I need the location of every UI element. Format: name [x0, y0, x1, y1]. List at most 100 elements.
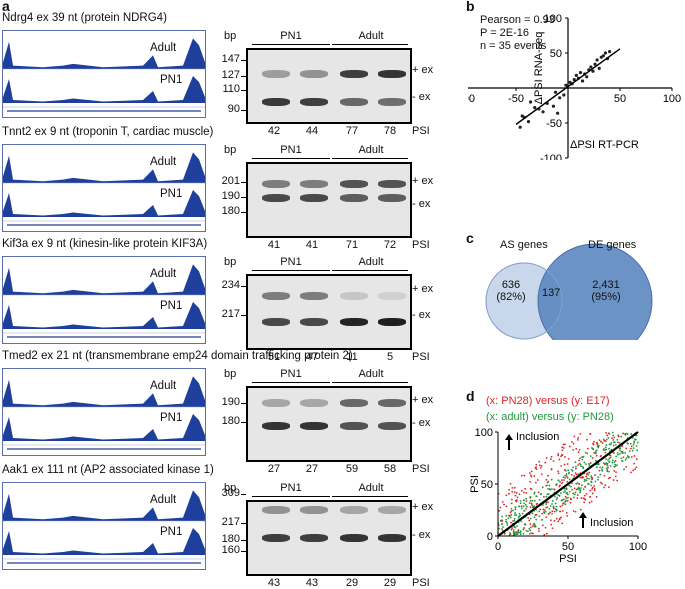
data-point: [611, 459, 614, 462]
gel-band: [378, 98, 406, 106]
data-point: [624, 433, 626, 436]
data-point: [610, 441, 613, 444]
data-point: [605, 463, 608, 465]
data-point: [606, 434, 609, 437]
data-point: [574, 472, 577, 474]
data-point: [509, 531, 511, 534]
data-point: [510, 521, 512, 524]
data-point: [586, 472, 589, 475]
data-point: [619, 453, 621, 455]
data-point: [512, 529, 515, 531]
data-point: [622, 432, 625, 435]
data-point: [608, 454, 611, 457]
data-point: [594, 474, 596, 477]
data-point: [547, 474, 549, 477]
data-point: [612, 444, 615, 447]
data-point: [514, 508, 517, 511]
data-point: [545, 516, 548, 519]
data-point: [535, 503, 538, 505]
group-label-adult: Adult: [358, 30, 384, 42]
data-point: [566, 476, 569, 479]
data-point: [629, 447, 632, 450]
gel-band: [378, 399, 406, 407]
data-point: [548, 484, 551, 487]
data-point: [577, 451, 580, 453]
size-marker-dash: [241, 60, 246, 61]
data-point: [576, 494, 579, 497]
data-point: [565, 497, 568, 500]
data-point: [582, 456, 585, 458]
data-point: [535, 463, 538, 466]
data-point: [587, 482, 590, 485]
data-point: [591, 447, 593, 449]
data-point: [600, 454, 602, 457]
data-point: [566, 514, 569, 517]
data-point: [519, 502, 522, 505]
data-point: [611, 431, 614, 434]
data-point: [516, 496, 519, 499]
data-point: [513, 491, 516, 494]
data-point: [608, 447, 610, 450]
data-point: [564, 455, 566, 458]
data-point: [557, 494, 560, 497]
gel-band: [378, 506, 406, 514]
size-marker: 217: [221, 308, 240, 320]
data-point: [545, 478, 548, 481]
y-tick-label: 50: [550, 48, 562, 60]
up-arrow-icon: [579, 512, 587, 528]
venn-label-de: DE genes: [588, 239, 637, 251]
plus-exon-label: + ex: [412, 175, 434, 187]
data-point: [542, 504, 544, 506]
data-point: [529, 526, 532, 529]
data-point: [561, 449, 564, 452]
data-point: [579, 463, 582, 466]
coverage-area: [3, 264, 205, 295]
data-point: [578, 459, 580, 462]
stat-p: P = 2E-16: [480, 27, 530, 39]
data-point: [567, 472, 570, 475]
data-point: [548, 507, 551, 510]
data-point: [586, 477, 588, 480]
x-tick-label: 50: [614, 93, 626, 105]
data-point: [618, 442, 621, 444]
inclusion-label-bottom: Inclusion: [590, 517, 633, 529]
data-point: [552, 460, 555, 462]
data-point: [585, 475, 588, 478]
data-point: [608, 457, 611, 460]
group-label-pn1: PN1: [280, 256, 302, 268]
data-point: [576, 497, 579, 499]
data-point: [550, 478, 553, 481]
psi-label: PSI: [412, 351, 430, 363]
data-point: [582, 467, 585, 470]
data-point: [550, 468, 553, 471]
data-point: [624, 452, 626, 454]
data-point: [600, 440, 602, 443]
data-point: [589, 432, 591, 435]
data-point: [564, 499, 567, 502]
data-point: [635, 458, 638, 461]
data-point: [540, 473, 543, 476]
data-point: [530, 475, 533, 478]
gel-band: [340, 506, 368, 514]
data-point: [555, 498, 558, 501]
data-point: [558, 96, 562, 100]
data-point: [608, 50, 612, 54]
data-point: [597, 463, 600, 466]
data-point: [611, 437, 613, 440]
data-point: [530, 474, 532, 477]
data-point: [523, 527, 525, 529]
data-point: [595, 496, 598, 498]
psi-value: 77: [345, 125, 359, 137]
data-point: [525, 529, 528, 532]
data-point: [613, 452, 615, 454]
data-point: [588, 471, 591, 474]
data-point: [557, 520, 560, 523]
data-point: [550, 455, 553, 458]
data-point: [570, 473, 573, 476]
gel-band: [300, 318, 328, 326]
minus-exon-label: - ex: [412, 309, 431, 321]
psi-value: 42: [267, 125, 281, 137]
venn-only-b: 2,431 (95%): [591, 279, 621, 303]
data-point: [594, 459, 597, 462]
coverage-plot: [3, 490, 205, 564]
